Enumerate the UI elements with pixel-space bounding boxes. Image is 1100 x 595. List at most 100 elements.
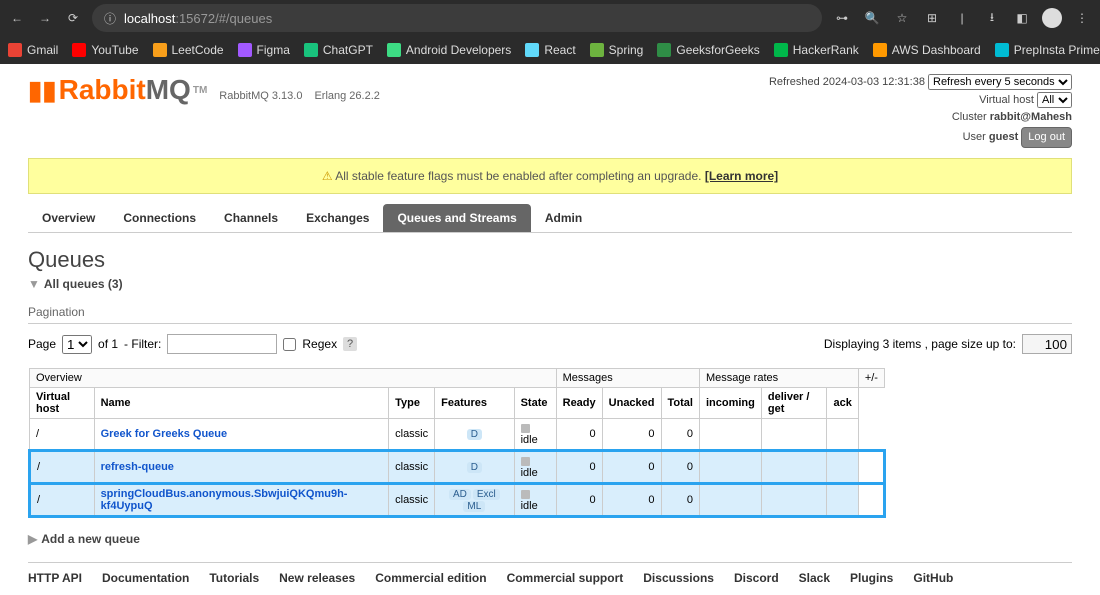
column-header[interactable]: deliver / get xyxy=(761,388,827,419)
bookmark-label: Spring xyxy=(609,43,644,57)
queue-name-link[interactable]: Greek for Greeks Queue xyxy=(101,428,228,440)
address-bar[interactable]: ⓘ localhost:15672/#/queues xyxy=(92,4,822,32)
column-header[interactable]: Features xyxy=(435,388,514,419)
cell: / xyxy=(30,419,95,451)
column-header[interactable]: Name xyxy=(94,388,389,419)
footer-link[interactable]: Slack xyxy=(799,571,830,585)
url-host: localhost xyxy=(124,11,175,26)
bookmark-label: GeeksforGeeks xyxy=(676,43,759,57)
queue-name-link[interactable]: springCloudBus.anonymous.SbwjuiQKQmu9h-k… xyxy=(101,488,348,512)
column-header[interactable]: ack xyxy=(827,388,858,419)
zoom-icon[interactable]: 🔍 xyxy=(862,8,882,28)
bookmark-item[interactable]: YouTube xyxy=(72,43,138,57)
column-header[interactable]: State xyxy=(514,388,556,419)
footer-link[interactable]: Discord xyxy=(734,571,779,585)
profile-avatar[interactable] xyxy=(1042,8,1062,28)
footer-link[interactable]: HTTP API xyxy=(28,571,82,585)
bookmark-favicon xyxy=(995,43,1009,57)
extensions-icon[interactable]: ⊞ xyxy=(922,8,942,28)
footer-link[interactable]: Discussions xyxy=(643,571,714,585)
warning-icon: ⚠ xyxy=(322,169,333,183)
columns-toggle-button[interactable]: +/- xyxy=(858,369,884,388)
back-button[interactable]: ← xyxy=(8,9,26,27)
bookmark-item[interactable]: AWS Dashboard xyxy=(873,43,981,57)
cell: classic xyxy=(389,451,435,484)
add-queue-toggle[interactable]: ▶Add a new queue xyxy=(28,532,1072,546)
forward-button[interactable]: → xyxy=(36,9,54,27)
column-header[interactable]: incoming xyxy=(699,388,761,419)
bookmark-item[interactable]: ChatGPT xyxy=(304,43,373,57)
bookmark-label: Gmail xyxy=(27,43,58,57)
regex-checkbox[interactable] xyxy=(283,338,296,351)
password-key-icon[interactable]: ⊶ xyxy=(832,8,852,28)
divider xyxy=(28,323,1072,324)
cell: Greek for Greeks Queue xyxy=(94,419,389,451)
bookmark-item[interactable]: Spring xyxy=(590,43,644,57)
cell xyxy=(761,451,827,484)
column-header[interactable]: Total xyxy=(661,388,699,419)
queue-row: /springCloudBus.anonymous.SbwjuiQKQmu9h-… xyxy=(30,484,885,517)
cell: ADExclML xyxy=(435,484,514,517)
footer-link[interactable]: Documentation xyxy=(102,571,189,585)
browser-chrome: ← → ⟳ ⓘ localhost:15672/#/queues ⊶ 🔍 ☆ ⊞… xyxy=(0,0,1100,64)
all-queues-toggle[interactable]: ▼All queues (3) xyxy=(28,277,1072,291)
regex-help-icon[interactable]: ? xyxy=(343,337,357,351)
filter-input[interactable] xyxy=(167,334,277,354)
reload-button[interactable]: ⟳ xyxy=(64,9,82,27)
bookmark-label: Android Developers xyxy=(406,43,511,57)
page-size-input[interactable] xyxy=(1022,334,1072,354)
panel-icon[interactable]: ◧ xyxy=(1012,8,1032,28)
bookmark-item[interactable]: GeeksforGeeks xyxy=(657,43,759,57)
bookmark-item[interactable]: LeetCode xyxy=(153,43,224,57)
tab-queues-and-streams[interactable]: Queues and Streams xyxy=(383,204,530,232)
download-icon[interactable]: ⭳ xyxy=(982,8,1002,28)
bookmark-item[interactable]: React xyxy=(525,43,575,57)
footer-link[interactable]: Commercial support xyxy=(507,571,624,585)
logout-button[interactable]: Log out xyxy=(1021,127,1072,149)
banner-text: All stable feature flags must be enabled… xyxy=(335,169,701,183)
tab-admin[interactable]: Admin xyxy=(531,204,596,232)
bookmark-item[interactable]: Figma xyxy=(238,43,290,57)
footer-link[interactable]: GitHub xyxy=(913,571,953,585)
bookmark-label: YouTube xyxy=(91,43,138,57)
add-queue-label: Add a new queue xyxy=(41,532,140,546)
queue-name-link[interactable]: refresh-queue xyxy=(101,461,174,473)
menu-icon[interactable]: ⋮ xyxy=(1072,8,1092,28)
tab-channels[interactable]: Channels xyxy=(210,204,292,232)
cell: / xyxy=(30,484,95,517)
footer-link[interactable]: Commercial edition xyxy=(375,571,486,585)
cell: 0 xyxy=(556,419,602,451)
bookmark-label: HackerRank xyxy=(793,43,859,57)
bookmark-favicon xyxy=(387,43,401,57)
all-queues-label: All queues (3) xyxy=(44,277,123,291)
column-header[interactable]: Ready xyxy=(556,388,602,419)
footer-link[interactable]: Plugins xyxy=(850,571,893,585)
tab-exchanges[interactable]: Exchanges xyxy=(292,204,383,232)
rabbitmq-version: RabbitMQ 3.13.0 xyxy=(219,90,302,102)
footer-link[interactable]: New releases xyxy=(279,571,355,585)
feature-badge: D xyxy=(467,462,482,473)
tab-overview[interactable]: Overview xyxy=(28,204,109,232)
bookmark-item[interactable]: Android Developers xyxy=(387,43,511,57)
column-header[interactable]: Type xyxy=(389,388,435,419)
refresh-interval-select[interactable]: Refresh every 5 seconds xyxy=(928,74,1072,90)
bookmark-label: Figma xyxy=(257,43,290,57)
pagination-row: Page 1 of 1 - Filter: Regex ? Displaying… xyxy=(28,334,1072,354)
feature-badge: Excl xyxy=(473,489,500,500)
rabbitmq-logo[interactable]: ▮▮RabbitMQTM xyxy=(28,74,207,106)
bookmark-item[interactable]: Gmail xyxy=(8,43,58,57)
vhost-select[interactable]: All xyxy=(1037,92,1072,108)
footer-link[interactable]: Tutorials xyxy=(209,571,259,585)
column-header[interactable]: Unacked xyxy=(602,388,661,419)
tab-connections[interactable]: Connections xyxy=(109,204,210,232)
column-header[interactable]: Virtual host xyxy=(30,388,95,419)
bookmark-favicon xyxy=(657,43,671,57)
cell xyxy=(699,419,761,451)
bookmark-star-icon[interactable]: ☆ xyxy=(892,8,912,28)
page-select[interactable]: 1 xyxy=(62,335,92,354)
bookmark-item[interactable]: HackerRank xyxy=(774,43,859,57)
bookmark-item[interactable]: PrepInsta Prime xyxy=(995,43,1100,57)
cell xyxy=(827,419,858,451)
learn-more-link[interactable]: [Learn more] xyxy=(705,169,778,183)
site-info-icon[interactable]: ⓘ xyxy=(104,10,116,27)
